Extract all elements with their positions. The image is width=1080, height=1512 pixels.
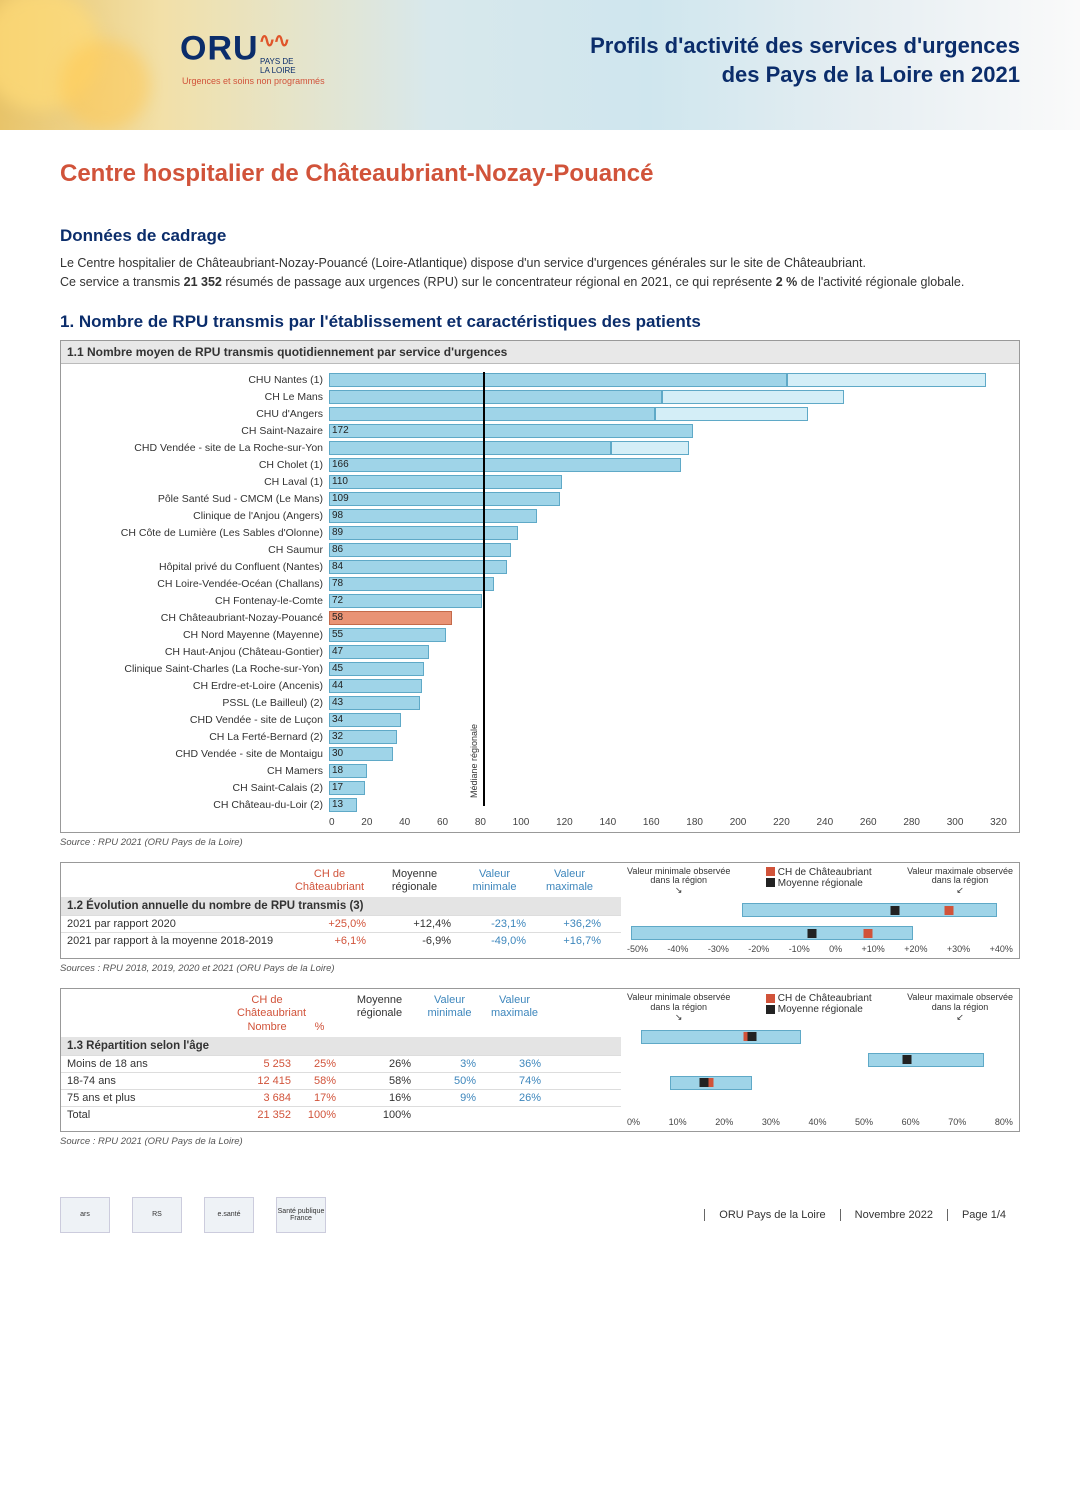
- footer-logos: ars RS e.santé Santé publique France: [60, 1197, 326, 1233]
- bar-row: CHD Vendée - site de Luçon34: [73, 712, 1007, 728]
- logo-text: ORU: [180, 29, 259, 67]
- bar-row: CH Nord Mayenne (Mayenne)55: [73, 627, 1007, 643]
- footer-date: Novembre 2022: [840, 1209, 947, 1221]
- chart-1-1-title: 1.1 Nombre moyen de RPU transmis quotidi…: [61, 341, 1019, 364]
- cadrage-heading: Données de cadrage: [60, 226, 1020, 246]
- partner-logo: RS: [132, 1197, 182, 1233]
- bar-row: CH Saint-Nazaire172: [73, 423, 1007, 439]
- partner-logo: Santé publique France: [276, 1197, 326, 1233]
- table-row: Moins de 18 ans5 25325%26%3%36%: [61, 1055, 621, 1072]
- section1-heading: 1. Nombre de RPU transmis par l'établiss…: [60, 312, 1020, 332]
- chart-1-1-source: Source : RPU 2021 (ORU Pays de la Loire): [60, 837, 1020, 848]
- footer-page: Page 1/4: [947, 1209, 1020, 1221]
- chart-1-1-body: Médiane régionaleCHU Nantes (1)adultes :…: [61, 364, 1019, 832]
- bar-row: CHU Nantes (1)adultes : 216pédiatrie : 9…: [73, 372, 1007, 388]
- bar-row: CH Haut-Anjou (Château-Gontier)47: [73, 644, 1007, 660]
- bar-row: Clinique de l'Anjou (Angers)98: [73, 508, 1007, 524]
- page-title: Centre hospitalier de Châteaubriant-Noza…: [60, 160, 1020, 188]
- bar-row: CH Côte de Lumière (Les Sables d'Olonne)…: [73, 525, 1007, 541]
- chart-1-1: 1.1 Nombre moyen de RPU transmis quotidi…: [60, 340, 1020, 833]
- logo-region: PAYS DE LA LOIRE: [260, 58, 296, 76]
- header-title: Profils d'activité des services d'urgenc…: [590, 32, 1020, 89]
- bar-row: CH Le Mansadultes : 157pédiatrie : 86243: [73, 389, 1007, 405]
- table-1-3-source: Source : RPU 2021 (ORU Pays de la Loire): [60, 1136, 1020, 1147]
- bar-row: CH Châteaubriant-Nozay-Pouancé58: [73, 610, 1007, 626]
- bar-row: CH Cholet (1)166: [73, 457, 1007, 473]
- bar-row: Hôpital privé du Confluent (Nantes)84: [73, 559, 1007, 575]
- footer-org: ORU Pays de la Loire: [704, 1209, 839, 1221]
- table-row: 18-74 ans12 41558%58%50%74%: [61, 1072, 621, 1089]
- table-row: Total21 352100%100%: [61, 1106, 621, 1123]
- table-1-2: CH deChâteaubriantMoyennerégionaleValeur…: [60, 862, 1020, 960]
- table-row: 75 ans et plus3 68417%16%9%26%: [61, 1089, 621, 1106]
- cadrage-text: Le Centre hospitalier de Châteaubriant-N…: [60, 254, 1020, 292]
- bar-row: CH La Ferté-Bernard (2)32: [73, 729, 1007, 745]
- partner-logo: e.santé: [204, 1197, 254, 1233]
- table-row: 2021 par rapport 2020+25,0%+12,4%-23,1%+…: [61, 915, 621, 932]
- bar-row: CH Saumur86: [73, 542, 1007, 558]
- table-1-3: CH deChâteaubriantNombre%Moyennerégional…: [60, 988, 1020, 1132]
- page-header: ORU∿∿ PAYS DE LA LOIRE Urgences et soins…: [0, 0, 1080, 130]
- bar-row: CH Laval (1)110: [73, 474, 1007, 490]
- bar-row: CH Erdre-et-Loire (Ancenis)44: [73, 678, 1007, 694]
- bar-row: PSSL (Le Bailleul) (2)43: [73, 695, 1007, 711]
- logo-tagline: Urgences et soins non programmés: [182, 76, 325, 86]
- table-row: 2021 par rapport à la moyenne 2018-2019+…: [61, 932, 621, 949]
- bar-row: Clinique Saint-Charles (La Roche-sur-Yon…: [73, 661, 1007, 677]
- bar-row: CH Mamers18: [73, 763, 1007, 779]
- table-1-2-source: Sources : RPU 2018, 2019, 2020 et 2021 (…: [60, 963, 1020, 974]
- bar-row: CH Saint-Calais (2)17: [73, 780, 1007, 796]
- bar-row: CHD Vendée - site de Montaigu30: [73, 746, 1007, 762]
- partner-logo: ars: [60, 1197, 110, 1233]
- page-footer: ars RS e.santé Santé publique France ORU Pa…: [0, 1181, 1080, 1249]
- bar-row: Pôle Santé Sud - CMCM (Le Mans)109: [73, 491, 1007, 507]
- bar-row: CH Loire-Vendée-Océan (Challans)78: [73, 576, 1007, 592]
- bar-row: CHU d'Angersadultes : 154pédiatrie : 722…: [73, 406, 1007, 422]
- bar-row: CH Château-du-Loir (2)13: [73, 797, 1007, 813]
- bar-row: CHD Vendée - site de La Roche-sur-Yonadu…: [73, 440, 1007, 456]
- logo-zigzag-icon: ∿∿: [259, 30, 289, 52]
- bar-row: CH Fontenay-le-Comte72: [73, 593, 1007, 609]
- footer-meta: ORU Pays de la Loire Novembre 2022 Page …: [704, 1209, 1020, 1221]
